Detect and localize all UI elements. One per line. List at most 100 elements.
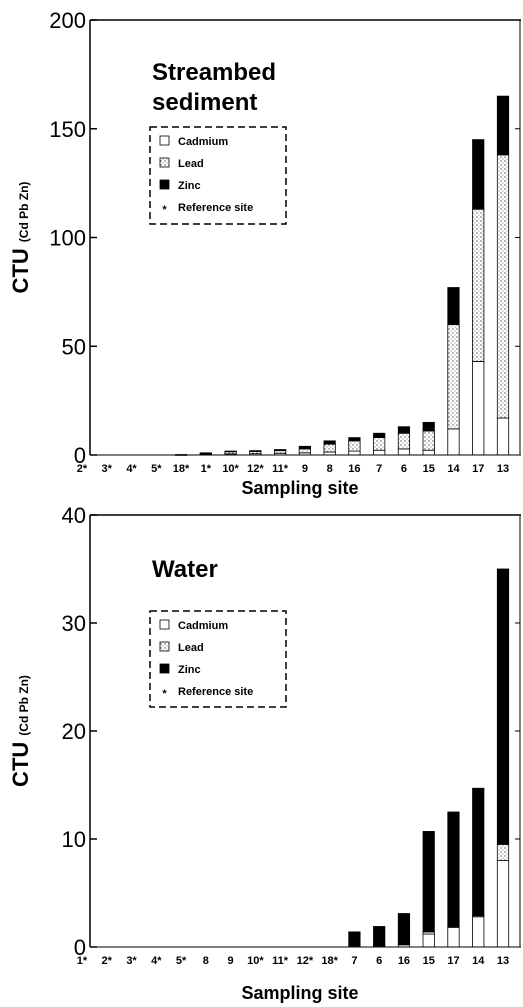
x-tick-label: 8 [327, 463, 333, 475]
bar-zinc-segment [447, 287, 460, 325]
bar-lead-segment [496, 154, 510, 419]
bar-zinc-segment [274, 449, 287, 452]
bar-zinc-segment [472, 787, 485, 917]
x-tick-label: 6 [376, 955, 382, 967]
y-tick-label: 30 [62, 611, 86, 636]
legend-box [149, 610, 287, 708]
x-tick-label: 12* [297, 955, 314, 967]
x-tick-label: 4* [151, 955, 162, 967]
y-axis-title: CTU (Cd Pb Zn) [8, 675, 33, 787]
legend-label-reference-site: Reference site [178, 686, 253, 698]
bar-zinc-segment [397, 913, 411, 946]
bar-cadmium-segment [348, 450, 361, 456]
bar-zinc-segment [496, 95, 510, 156]
x-tick-label: 15 [423, 463, 435, 475]
y-axis-title: CTU (Cd Pb Zn) [8, 182, 33, 294]
legend-swatch-cadmium [159, 619, 170, 630]
x-tick-label: 7 [351, 955, 357, 967]
bar-lead-segment [373, 437, 386, 451]
bar-lead-segment [323, 443, 336, 453]
sediment-chart: 0 50 100 150 200 CTU (Cd Pb Zn) 2* 3* 4* 5* 18* 1* 10… [8, 8, 521, 498]
x-tick-label: 17 [447, 955, 459, 967]
x-tick-label: 10* [222, 463, 239, 475]
legend-swatch-zinc [159, 663, 170, 674]
y-axis-title-sub: (Cd Pb Zn) [17, 182, 31, 243]
y-tick-label: 100 [49, 226, 86, 251]
x-tick-label: 2* [102, 955, 113, 967]
legend-swatch-zinc [159, 179, 170, 190]
bar-lead-segment [496, 843, 510, 861]
bar-zinc-segment [373, 432, 386, 438]
sediment-chart-panel: 0 50 100 150 200 CTU (Cd Pb Zn) 2* 3* 4* 5* 18* 1* 10… [0, 0, 523, 503]
bar-lead-segment [472, 208, 485, 362]
legend-marker-reference: * [162, 688, 167, 700]
legend-label-cadmium: Cadmium [178, 620, 228, 632]
legend-marker-reference: * [162, 204, 167, 216]
bar-lead-segment [447, 324, 460, 430]
legend-label-cadmium: Cadmium [178, 136, 228, 148]
x-tick-label: 7 [376, 463, 382, 475]
y-axis-title-main: CTU [8, 742, 33, 787]
bar-lead-segment [422, 430, 435, 451]
bar-cadmium-segment [447, 927, 460, 948]
x-tick-label: 2* [77, 463, 88, 475]
legend-swatch-lead [159, 157, 170, 168]
x-tick-label: 14 [447, 463, 460, 475]
bar-zinc-segment [224, 450, 237, 453]
x-tick-label: 3* [102, 463, 113, 475]
legend-label-zinc: Zinc [178, 180, 201, 192]
bar-zinc-segment [298, 445, 311, 450]
x-tick-label: 8 [203, 955, 209, 967]
y-tick-label: 150 [49, 117, 86, 142]
bar-zinc-segment [249, 450, 262, 452]
bar-cadmium-segment [496, 860, 510, 948]
y-axis-title-main: CTU [8, 248, 33, 293]
water-chart-panel: 0 10 20 30 40 CTU (Cd Pb Zn) 1* 2* 3* 4* 5* 8 9 10* 11*… [0, 503, 523, 1007]
bar-zinc-segment [373, 926, 386, 947]
chart-title: Water [152, 556, 218, 583]
x-tick-label: 16 [398, 955, 410, 967]
x-tick-label: 16 [348, 463, 360, 475]
x-tick-label: 9 [228, 955, 234, 967]
legend-label-lead: Lead [178, 158, 204, 170]
bar-lead-segment [348, 440, 361, 452]
bar-cadmium-segment [472, 361, 485, 456]
x-tick-label: 6 [401, 463, 407, 475]
x-tick-label: 10* [247, 955, 264, 967]
bar-cadmium-segment [397, 448, 411, 456]
x-tick-label: 18* [173, 463, 190, 475]
x-tick-label: 1* [77, 955, 88, 967]
bar-zinc-segment [199, 452, 212, 455]
y-axis-title-sub: (Cd Pb Zn) [17, 675, 31, 736]
water-chart: 0 10 20 30 40 CTU (Cd Pb Zn) 1* 2* 3* 4* 5* 8 9 10* 11*… [8, 503, 521, 1003]
legend-label-reference-site: Reference site [178, 202, 253, 214]
x-tick-label: 5* [176, 955, 187, 967]
x-tick-label: 9 [302, 463, 308, 475]
y-tick-label: 0 [74, 443, 86, 468]
bar-cadmium-segment [422, 933, 435, 948]
bar-zinc-segment [348, 437, 361, 442]
x-tick-label: 13 [497, 955, 509, 967]
x-tick-label: 13 [497, 463, 509, 475]
bar-zinc-segment [422, 831, 435, 933]
x-tick-label: 1* [201, 463, 212, 475]
x-tick-label: 17 [472, 463, 484, 475]
x-tick-label: 3* [126, 955, 137, 967]
y-tick-label: 40 [62, 503, 86, 528]
x-tick-label: 5* [151, 463, 162, 475]
legend-label-zinc: Zinc [178, 664, 201, 676]
x-tick-label: 18* [321, 955, 338, 967]
bar-zinc-segment [348, 931, 361, 947]
bar-lead-segment [298, 448, 311, 454]
legend-swatch-cadmium [159, 135, 170, 146]
x-axis-title: Sampling site [241, 478, 358, 498]
bar-cadmium-segment [373, 449, 386, 456]
y-tick-label: 20 [62, 719, 86, 744]
bar-cadmium-segment [447, 428, 460, 456]
bar-zinc-segment [472, 139, 485, 210]
bar-zinc-segment [496, 568, 510, 845]
bar-zinc-segment [447, 811, 460, 927]
bar-cadmium-segment [422, 449, 435, 456]
x-tick-label: 11* [272, 955, 289, 967]
x-tick-label: 14 [472, 955, 485, 967]
